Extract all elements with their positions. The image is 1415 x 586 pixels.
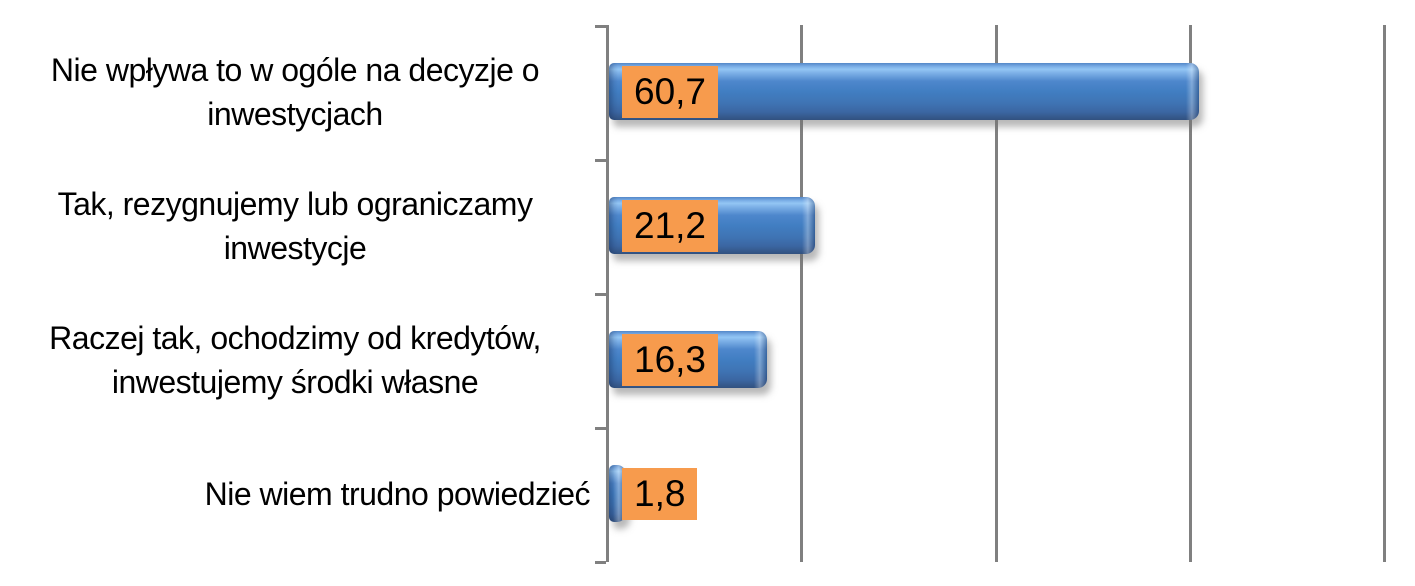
gridline [800,25,804,562]
category-label: Tak, rezygnujemy lub ograniczamy inwesty… [0,159,590,293]
category-label: Nie wiem trudno powiedzieć [0,427,591,561]
category-label-text: Nie wpływa to w ogóle na decyzje o inwes… [50,52,540,132]
data-label-badge: 1,8 [622,468,698,520]
gridline [1188,25,1192,562]
bar-row: 21,2 [609,159,1389,293]
bar-row: 16,3 [609,293,1389,427]
data-label-badge: 21,2 [622,200,719,252]
data-label-badge: 60,7 [622,66,719,118]
category-label: Nie wpływa to w ogóle na decyzje o inwes… [0,25,590,159]
category-label-text: Tak, rezygnujemy lub ograniczamy inwesty… [57,186,533,266]
category-axis-labels: Nie wpływa to w ogóle na decyzje o inwes… [0,25,590,561]
data-label-badge: 16,3 [622,334,719,386]
category-axis-line [595,25,609,564]
category-label-text: Nie wiem trudno powiedzieć [204,476,591,512]
bar-row: 1,8 [609,427,1389,561]
bar-row: 60,7 [609,25,1389,159]
axis-tick [595,159,606,162]
axis-tick [595,293,606,296]
category-label-text: Raczej tak, ochodzimy od kredytów, inwes… [49,320,541,400]
axis-tick [595,561,606,564]
plot-area: 60,7 21,2 16,3 1,8 [609,25,1389,562]
gridline [994,25,998,562]
axis-tick [595,25,606,28]
axis-tick [595,427,606,430]
gridline [1383,25,1386,562]
category-label: Raczej tak, ochodzimy od kredytów, inwes… [0,293,590,427]
